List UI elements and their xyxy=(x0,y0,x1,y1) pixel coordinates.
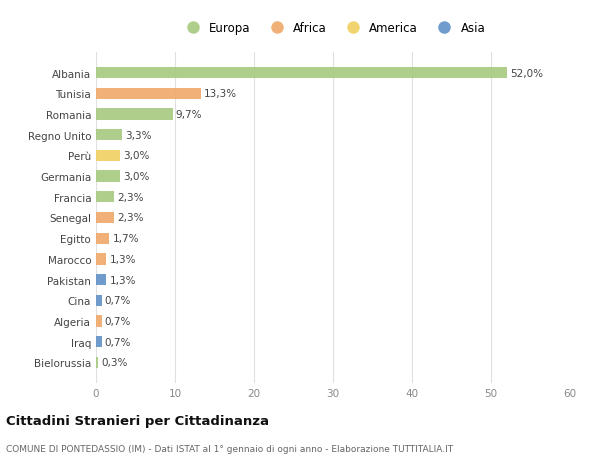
Bar xyxy=(96,233,109,244)
Text: 9,7%: 9,7% xyxy=(176,110,202,120)
Text: 2,3%: 2,3% xyxy=(118,213,144,223)
Bar xyxy=(96,213,114,224)
Text: 3,0%: 3,0% xyxy=(123,172,149,182)
Bar xyxy=(96,68,507,79)
Text: 52,0%: 52,0% xyxy=(510,68,543,78)
Text: 3,3%: 3,3% xyxy=(125,130,152,140)
Bar xyxy=(96,192,114,203)
Legend: Europa, Africa, America, Asia: Europa, Africa, America, Asia xyxy=(181,22,485,35)
Bar xyxy=(96,130,122,141)
Text: 1,3%: 1,3% xyxy=(109,254,136,264)
Bar xyxy=(96,295,101,306)
Bar xyxy=(96,274,106,285)
Bar xyxy=(96,151,120,162)
Text: 2,3%: 2,3% xyxy=(118,192,144,202)
Text: 0,3%: 0,3% xyxy=(101,358,128,368)
Text: 3,0%: 3,0% xyxy=(123,151,149,161)
Bar xyxy=(96,254,106,265)
Text: Cittadini Stranieri per Cittadinanza: Cittadini Stranieri per Cittadinanza xyxy=(6,414,269,428)
Bar xyxy=(96,336,101,347)
Text: 13,3%: 13,3% xyxy=(204,89,238,99)
Text: 1,3%: 1,3% xyxy=(109,275,136,285)
Bar xyxy=(96,171,120,182)
Bar xyxy=(96,109,173,120)
Bar xyxy=(96,316,101,327)
Text: COMUNE DI PONTEDASSIO (IM) - Dati ISTAT al 1° gennaio di ogni anno - Elaborazion: COMUNE DI PONTEDASSIO (IM) - Dati ISTAT … xyxy=(6,444,453,453)
Bar xyxy=(96,89,201,100)
Bar xyxy=(96,357,98,368)
Text: 0,7%: 0,7% xyxy=(104,337,131,347)
Text: 0,7%: 0,7% xyxy=(104,316,131,326)
Text: 1,7%: 1,7% xyxy=(113,234,139,244)
Text: 0,7%: 0,7% xyxy=(104,296,131,306)
